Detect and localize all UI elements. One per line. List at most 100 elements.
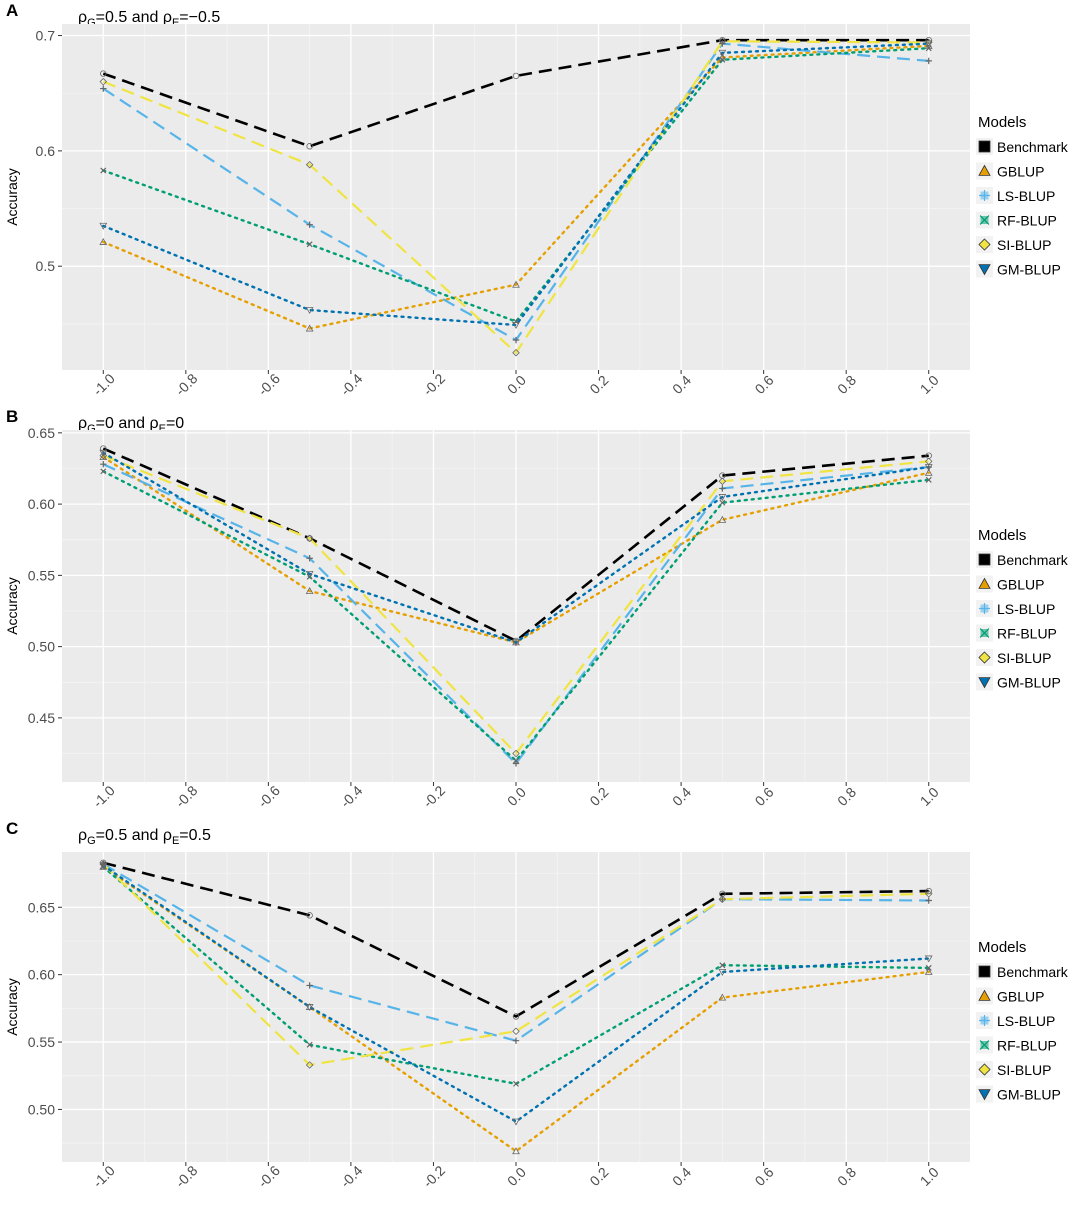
legend-label-gblup: GBLUP [997,164,1044,180]
legend-key-si-blup [978,651,991,664]
legend-key-benchmark [978,553,991,566]
legend-label-benchmark: Benchmark [997,139,1069,155]
data-point-rf-blup [925,45,932,52]
panel-label: A [6,1,18,20]
legend-title: Models [978,939,1026,956]
data-point-ls-blup [719,40,726,47]
data-point-si-blup [924,890,933,898]
data-point-rf-blup [100,167,107,174]
data-point-si-blup [305,1061,314,1069]
data-point-gm-blup [718,49,727,57]
data-point-gm-blup [99,449,108,457]
y-tick-label: 0.45 [28,710,55,726]
data-point-ls-blup [306,555,313,562]
legend-label-ls-blup: LS-BLUP [997,188,1055,204]
legend-key-fill-rf-blup [980,1041,989,1049]
data-point-rf-blup [925,964,932,971]
data-point-si-blup [718,895,727,903]
x-tick-label: 0.2 [586,1164,611,1189]
x-tick-label: -0.2 [420,1162,449,1191]
data-point-ls-blup [719,485,726,492]
panel-title: ρG=0.5 and ρE=−0.5 [78,9,220,29]
x-tick-label: 0.4 [669,784,694,809]
data-point-ls-blup [306,982,313,989]
x-tick-label: 1.0 [917,784,942,809]
x-tick-label: 0.8 [834,1164,859,1189]
series-line-benchmark [102,38,929,148]
data-point-si-blup [99,451,108,460]
panel-title-part: ρ [150,415,159,432]
legend-key-si-blup [978,238,991,251]
data-point-ls-blup [925,57,932,65]
y-tick-label: 0.50 [28,1101,55,1117]
series-line-gm-blup [102,864,930,1123]
series-line-rf-blup [102,47,930,323]
data-point-benchmark [100,70,107,77]
data-point-si-blup [512,348,520,357]
y-axis-title: Accuracy [4,978,20,1036]
panel-title-part: G [87,17,96,29]
legend: Models Benchmark GBLUP LS-BLUP RF-BLUP SI-BLU… [976,527,1069,691]
y-tick-label: 0.7 [36,28,56,44]
data-point-gblup [99,237,108,245]
y-axis-title: Accuracy [4,577,20,635]
legend-label-rf-blup: RF-BLUP [997,1038,1057,1054]
legend-label-gblup: GBLUP [997,989,1044,1005]
legend-key-fill-ls-blup [980,604,989,613]
series-line-gm-blup [102,451,930,644]
panel-title-part: E [172,835,179,847]
x-tick-label: -0.8 [172,782,201,811]
legend-label-benchmark: Benchmark [997,552,1069,568]
x-tick-label: -1.0 [90,370,119,399]
data-point-ls-blup [719,895,726,903]
series-line-gblup [102,44,930,330]
panel-title-part: E [159,423,166,435]
data-point-rf-blup [513,1080,519,1087]
legend-label-rf-blup: RF-BLUP [997,213,1057,229]
x-tick-label: -0.6 [255,370,284,399]
legend-key-benchmark [978,965,991,978]
data-point-rf-blup [513,318,519,325]
legend-label-ls-blup: LS-BLUP [997,601,1055,617]
legend-key-fill-ls-blup [980,191,989,200]
x-tick-label: -0.2 [420,782,449,811]
y-tick-label: 0.60 [28,496,55,512]
data-point-gm-blup [305,570,314,578]
x-tick-label: -0.6 [255,782,284,811]
panel-label: C [6,819,18,838]
data-point-si-blup [305,160,314,169]
panel-label: B [6,407,18,426]
x-tick-label: 0.8 [834,784,859,809]
legend-label-si-blup: SI-BLUP [997,237,1051,253]
data-point-rf-blup [719,56,726,63]
data-point-ls-blup [512,1037,520,1044]
panel-title-part: =0.5 and [96,827,163,844]
data-point-rf-blup [719,962,726,969]
x-tick-label: 0.0 [504,1164,529,1189]
data-point-ls-blup [925,897,932,904]
x-tick-label: -0.2 [420,370,449,399]
y-tick-label: 0.5 [36,258,56,274]
panel-title-part: =0 and [96,415,150,432]
data-point-gm-blup [924,464,933,472]
legend-key-gm-blup [978,1089,991,1101]
data-point-gm-blup [718,968,727,976]
legend-key-benchmark [978,140,991,153]
y-tick-label: 0.50 [28,639,55,655]
x-tick-label: 1.0 [917,372,942,397]
legend-key-fill-rf-blup [980,629,989,637]
x-tick-label: 0.0 [504,372,529,397]
legend-label-benchmark: Benchmark [997,964,1069,980]
legend-key-gblup [978,577,991,589]
data-point-rf-blup [306,241,313,248]
series-line-si-blup [102,863,929,1067]
data-point-gblup [512,1147,520,1155]
data-point-gblup [305,324,314,332]
data-point-benchmark [925,887,932,895]
y-tick-label: 0.65 [28,899,55,915]
